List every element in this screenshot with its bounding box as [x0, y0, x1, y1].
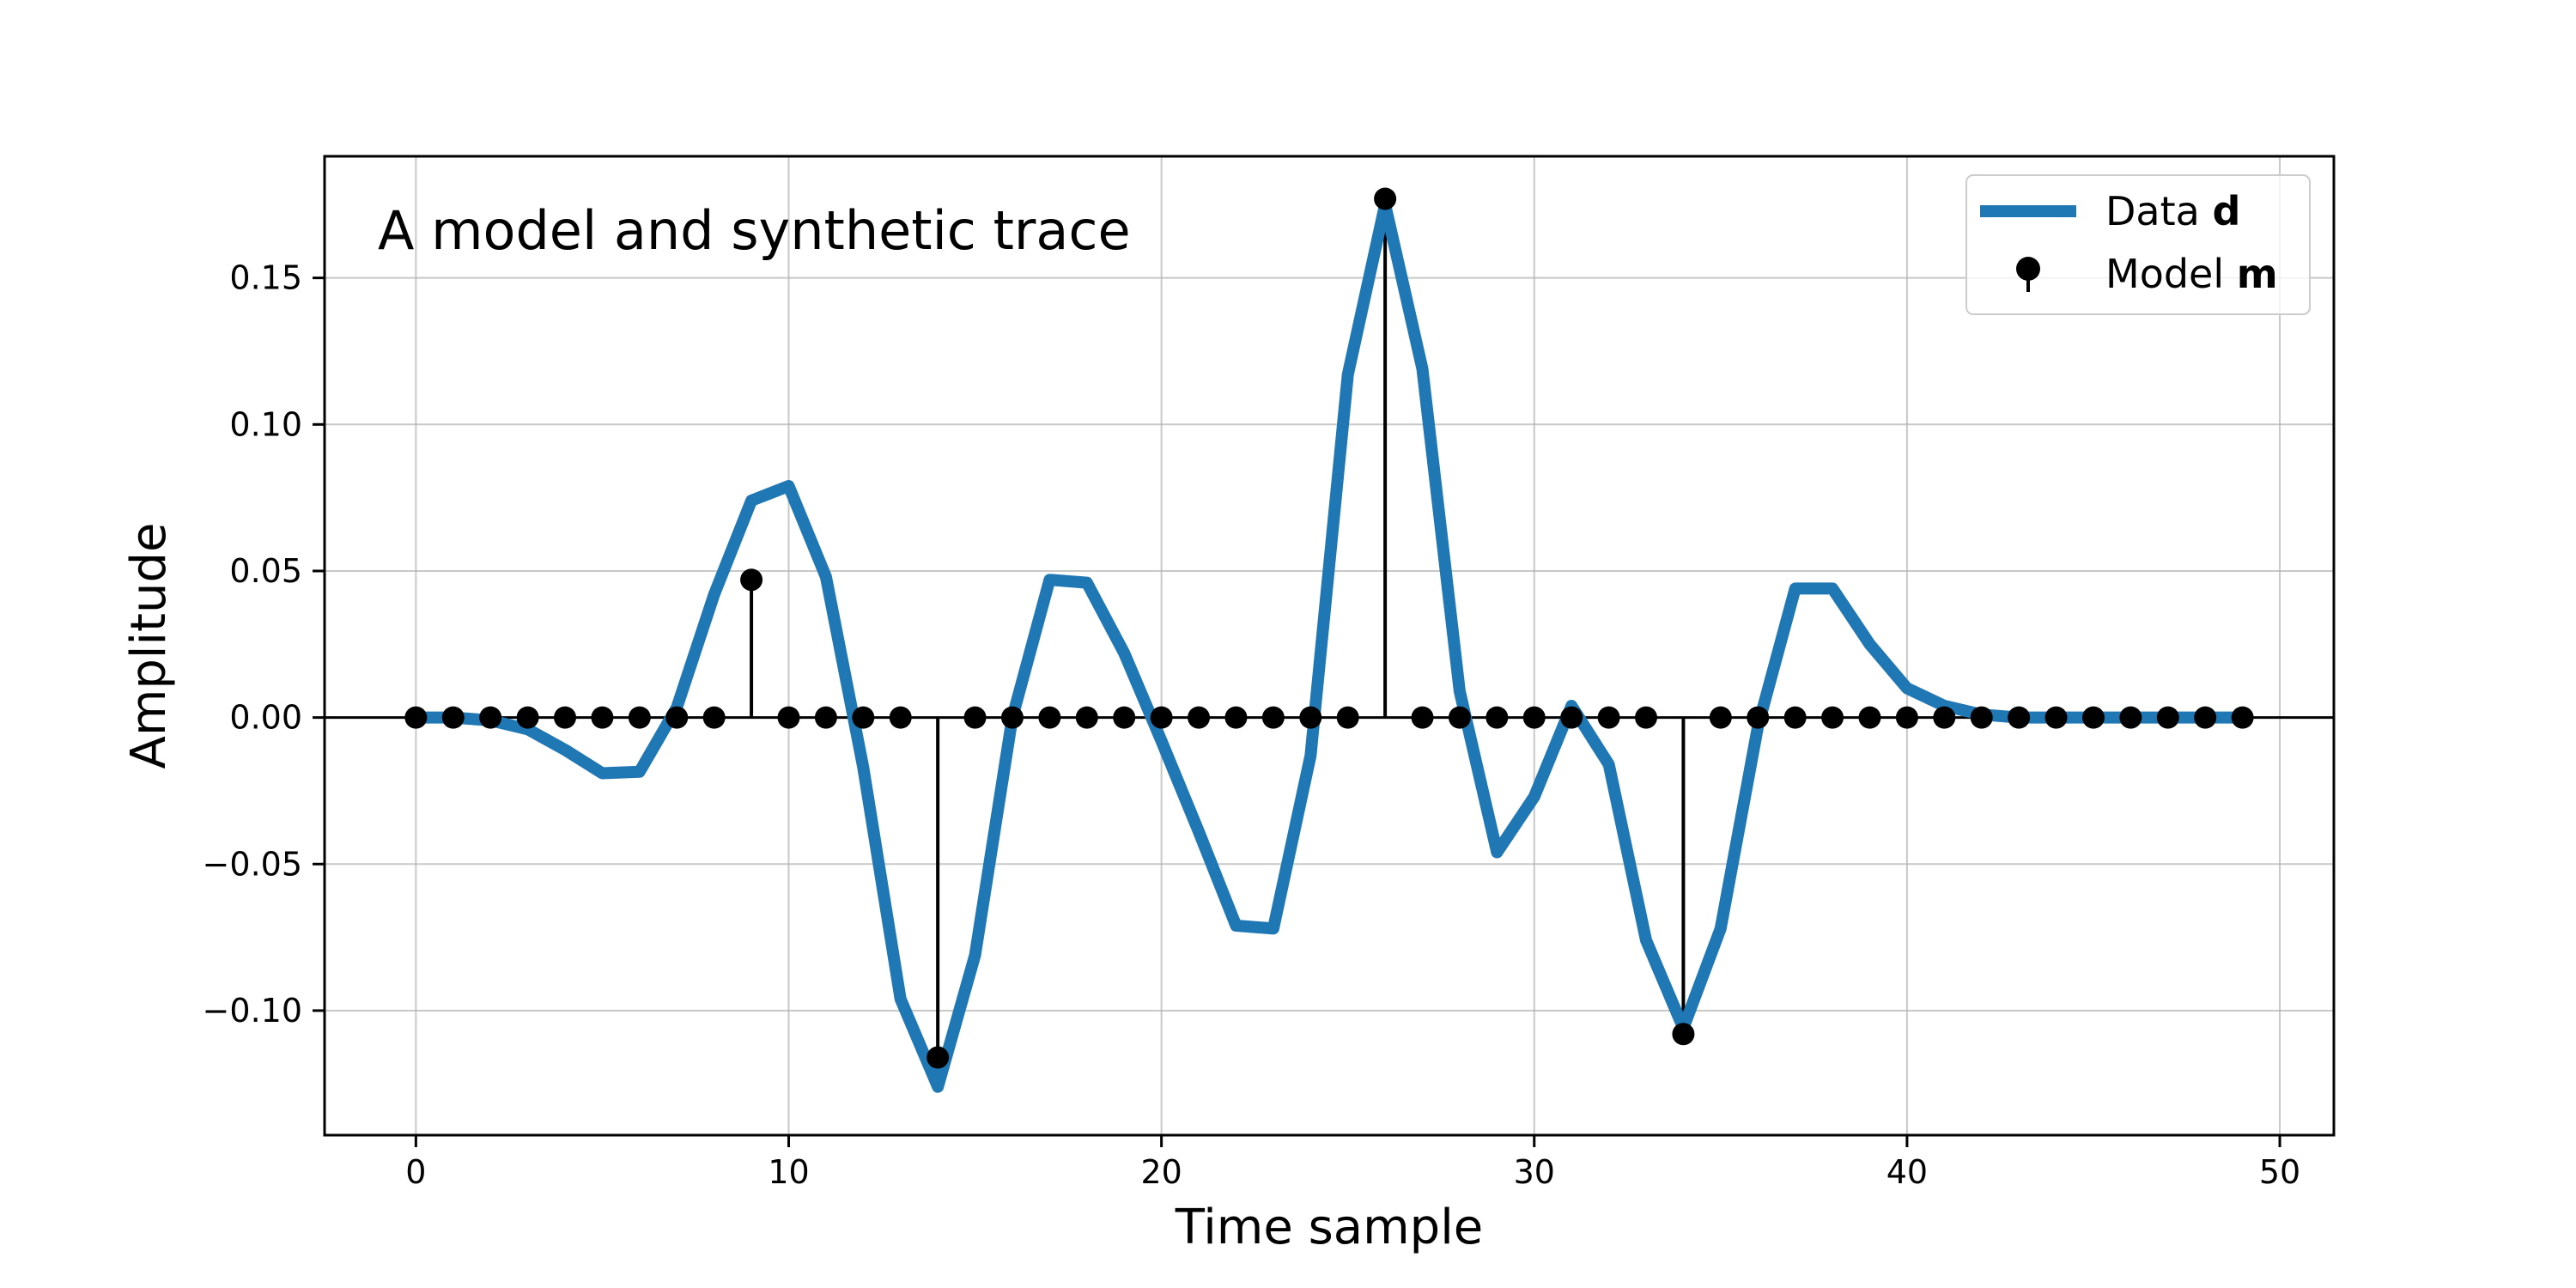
model-marker: [441, 706, 465, 729]
model-marker: [2044, 706, 2068, 729]
model-marker: [1224, 706, 1248, 729]
legend: Data d Model m: [1965, 174, 2311, 315]
model-marker: [591, 706, 614, 729]
legend-label-model-text: Model: [2105, 251, 2237, 297]
legend-label-model-bold: m: [2237, 251, 2278, 297]
y-tick-label: 0.10: [229, 405, 302, 443]
model-marker: [1038, 706, 1061, 729]
x-tick-label: 20: [1140, 1153, 1182, 1191]
x-tick-label: 0: [405, 1153, 426, 1191]
x-tick-label: 50: [2259, 1153, 2300, 1191]
y-tick-label: −0.05: [203, 845, 302, 883]
model-marker: [2231, 706, 2254, 729]
y-ticks: −0.10 −0.05 0.00 0.05 0.10 0.15: [203, 259, 325, 1030]
model-marker: [1485, 706, 1509, 729]
model-marker: [852, 706, 875, 729]
model-marker: [1113, 706, 1136, 729]
model-stems: [750, 198, 1686, 1058]
model-marker: [628, 706, 651, 729]
model-marker: [1783, 706, 1807, 729]
model-marker: [1374, 187, 1397, 210]
model-marker: [2156, 706, 2179, 729]
model-marker: [1933, 706, 1956, 729]
x-axis-title: Time sample: [1175, 1200, 1483, 1255]
x-tick-label: 30: [1514, 1153, 1555, 1191]
model-marker: [1560, 706, 1583, 729]
model-marker: [1261, 706, 1285, 729]
model-marker: [554, 706, 577, 729]
model-marker: [1709, 706, 1732, 729]
model-marker: [1336, 706, 1359, 729]
model-marker: [814, 706, 837, 729]
model-marker: [1522, 706, 1546, 729]
model-marker: [1150, 706, 1173, 729]
legend-label-data-bold: d: [2212, 188, 2240, 234]
model-marker: [1000, 706, 1024, 729]
model-marker: [665, 706, 689, 729]
model-marker: [1075, 706, 1098, 729]
y-tick-label: 0.15: [229, 259, 302, 297]
legend-model-marker-swatch: [2016, 257, 2040, 281]
model-marker: [1299, 706, 1322, 729]
model-marker: [889, 706, 912, 729]
model-marker: [1858, 706, 1881, 729]
model-marker: [1188, 706, 1211, 729]
y-tick-label: 0.05: [229, 552, 302, 590]
x-ticks: 0 10 20 30 40 50: [405, 1135, 2300, 1191]
model-marker: [702, 706, 726, 729]
x-tick-label: 10: [768, 1153, 809, 1191]
model-marker: [1597, 706, 1620, 729]
legend-label-data: Data d: [2105, 188, 2240, 234]
model-marker: [1448, 706, 1471, 729]
model-marker: [516, 706, 539, 729]
model-marker: [479, 706, 502, 729]
model-marker: [777, 706, 800, 729]
model-marker: [1411, 706, 1434, 729]
x-tick-label: 40: [1886, 1153, 1928, 1191]
model-marker: [2081, 706, 2105, 729]
y-tick-label: 0.00: [229, 699, 302, 737]
model-marker: [2008, 706, 2031, 729]
model-marker: [2119, 706, 2142, 729]
legend-label-data-text: Data: [2105, 188, 2212, 234]
data-line-group: [416, 198, 2243, 1093]
legend-label-model: Model m: [2105, 251, 2278, 297]
model-marker: [963, 706, 987, 729]
model-marker: [404, 706, 428, 729]
model-markers: [404, 187, 2254, 1069]
data-line: [416, 198, 2243, 1093]
model-marker: [1672, 1023, 1695, 1046]
model-marker: [1895, 706, 1918, 729]
model-marker: [927, 1046, 950, 1069]
model-marker: [1747, 706, 1770, 729]
model-marker: [1821, 706, 1844, 729]
chart-title: A model and synthetic trace: [378, 199, 1131, 262]
y-axis-title: Amplitude: [121, 523, 177, 769]
model-marker: [2194, 706, 2217, 729]
model-marker: [1635, 706, 1658, 729]
model-marker: [740, 568, 763, 592]
plot-frame: [323, 155, 2336, 1137]
model-marker: [1970, 706, 1993, 729]
y-tick-label: −0.10: [203, 992, 302, 1030]
